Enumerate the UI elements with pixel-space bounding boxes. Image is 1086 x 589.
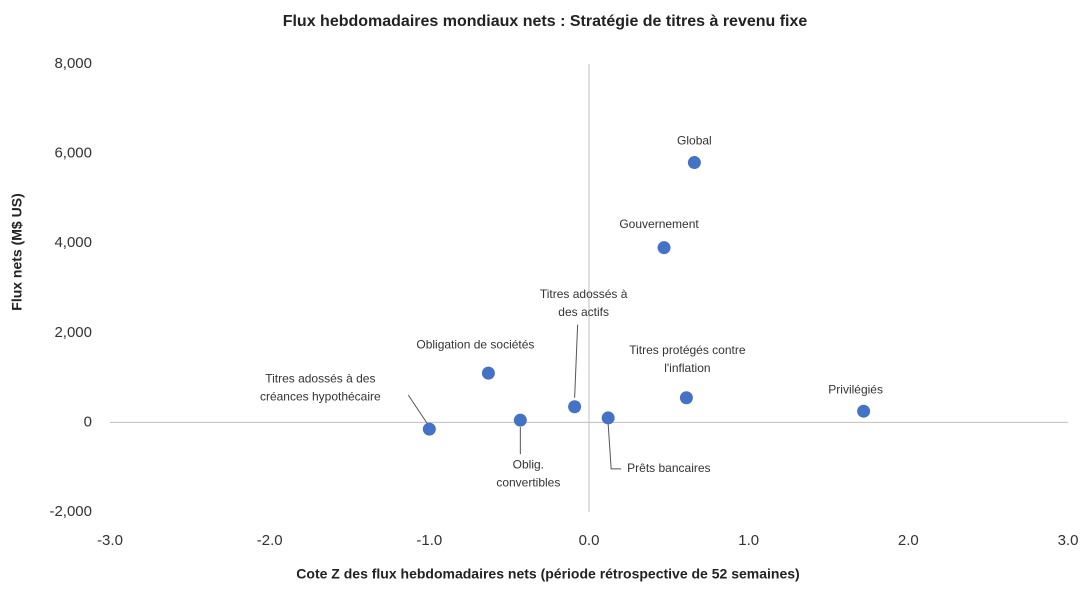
leader-line: [607, 423, 622, 470]
y-axis-label: Flux nets (M$ US): [9, 193, 25, 310]
x-tick-label: 3.0: [1058, 532, 1079, 549]
chart-title: Flux hebdomadaires mondiaux nets : Strat…: [283, 13, 808, 30]
point: [679, 391, 693, 405]
point-label: Titres adossés à des: [265, 371, 375, 385]
point-label: Privilégiés: [828, 382, 883, 396]
point-label: Oblig.: [513, 457, 544, 471]
y-tick-label: 0: [84, 413, 92, 430]
point-label: Titres protégés contre: [629, 343, 746, 357]
x-axis-label: Cote Z des flux hebdomadaires nets (péri…: [296, 566, 799, 582]
x-tick-label: -1.0: [416, 532, 442, 549]
leader-line: [574, 324, 579, 398]
point: [601, 411, 615, 425]
point-label: Global: [677, 134, 712, 148]
y-tick-label: 4,000: [54, 234, 92, 251]
point: [568, 400, 582, 414]
point-label: créances hypothécaire: [260, 389, 381, 403]
y-tick-label: 6,000: [54, 145, 92, 162]
point: [513, 413, 527, 427]
x-tick-label: -3.0: [97, 532, 123, 549]
point: [481, 366, 495, 380]
y-tick-label: 2,000: [54, 324, 92, 341]
point-label: Obligation de sociétés: [416, 337, 534, 351]
point: [857, 404, 871, 418]
point-label: l'inflation: [664, 361, 710, 375]
point-label: Titres adossés à: [540, 287, 628, 301]
point-label: Prêts bancaires: [627, 461, 710, 475]
x-tick-label: 2.0: [898, 532, 919, 549]
y-tick-label: -2,000: [49, 503, 92, 520]
point-label: convertibles: [496, 475, 560, 489]
point: [422, 422, 436, 436]
point: [657, 241, 671, 255]
y-tick-label: 8,000: [54, 55, 92, 72]
x-tick-label: 0.0: [579, 532, 600, 549]
leader-line: [407, 394, 429, 426]
point-label: Gouvernement: [619, 217, 699, 231]
x-tick-label: -2.0: [257, 532, 283, 549]
x-tick-label: 1.0: [738, 532, 759, 549]
point-label: des actifs: [558, 305, 609, 319]
point: [687, 156, 701, 170]
